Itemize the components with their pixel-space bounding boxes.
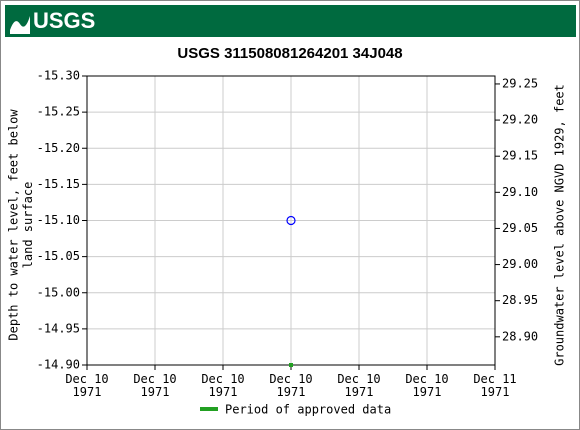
y-axis-label-line: land surface bbox=[21, 182, 35, 269]
header-bar bbox=[5, 5, 576, 37]
y2-tick-label: 28.95 bbox=[502, 293, 538, 307]
y-tick-label: -14.90 bbox=[37, 358, 80, 372]
y-tick-label: -15.05 bbox=[37, 249, 80, 263]
x-tick-label: Dec 10 1971 bbox=[405, 372, 449, 399]
y2-tick-label: 28.90 bbox=[502, 329, 538, 343]
y2-tick-label: 29.10 bbox=[502, 185, 538, 199]
y2-tick-label: 29.15 bbox=[502, 149, 538, 163]
y-tick-label: -15.20 bbox=[37, 141, 80, 155]
y-tick-label: -15.15 bbox=[37, 177, 80, 191]
x-tick-label: Dec 10 1971 bbox=[201, 372, 245, 399]
x-tick-label: Dec 10 1971 bbox=[133, 372, 177, 399]
chart-title: USGS 311508081264201 34J048 bbox=[177, 45, 402, 62]
y-tick-label: -14.95 bbox=[37, 321, 80, 335]
y-axis-label-line: Depth to water level, feet below bbox=[6, 109, 20, 341]
y-tick-label: -15.10 bbox=[37, 213, 80, 227]
y-tick-label: -15.25 bbox=[37, 105, 80, 119]
x-tick-label: Dec 10 1971 bbox=[337, 372, 381, 399]
y2-tick-label: 29.20 bbox=[502, 113, 538, 127]
y2-tick-label: 29.25 bbox=[502, 76, 538, 90]
x-tick-label: Dec 10 1971 bbox=[65, 372, 109, 399]
y2-tick-label: 29.05 bbox=[502, 221, 538, 235]
logo-text: USGS bbox=[33, 8, 95, 33]
y-axis-label: Depth to water level, feet belowland sur… bbox=[6, 109, 34, 341]
data-point bbox=[286, 215, 296, 226]
x-tick-label: Dec 10 1971 bbox=[269, 372, 313, 399]
y2-axis-label: Groundwater level above NGVD 1929, feet bbox=[553, 84, 567, 366]
approved-period bbox=[289, 363, 293, 367]
y-tick-label: -15.30 bbox=[37, 69, 80, 83]
legend-label: Period of approved data bbox=[225, 403, 391, 417]
y-tick-label: -15.00 bbox=[37, 285, 80, 299]
logo-mark bbox=[10, 16, 30, 34]
y2-tick-label: 29.00 bbox=[502, 257, 538, 271]
x-tick-label: Dec 11 1971 bbox=[473, 372, 517, 399]
